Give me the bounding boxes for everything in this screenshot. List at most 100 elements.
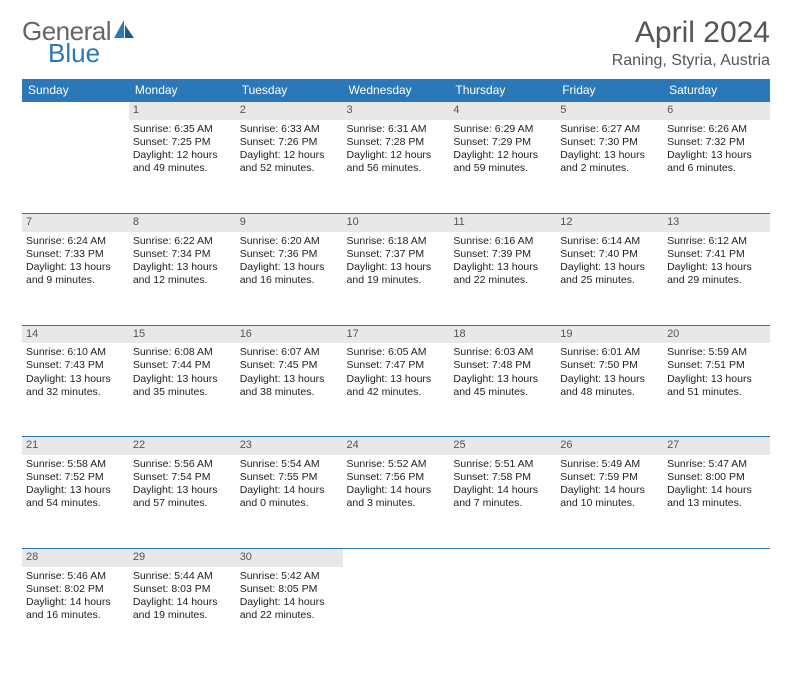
sunrise-text: Sunrise: 5:56 AM [133, 458, 232, 471]
day-number-cell: 24 [343, 437, 450, 455]
day-content-row: Sunrise: 6:35 AMSunset: 7:25 PMDaylight:… [22, 120, 770, 214]
day-cell: Sunrise: 5:49 AMSunset: 7:59 PMDaylight:… [556, 455, 663, 549]
daylight-text-1: Daylight: 14 hours [240, 484, 339, 497]
day-number-cell: 1 [129, 102, 236, 120]
daylight-text-1: Daylight: 13 hours [347, 373, 446, 386]
sunrise-text: Sunrise: 5:51 AM [453, 458, 552, 471]
day-number-cell: 17 [343, 325, 450, 343]
day-cell: Sunrise: 6:10 AMSunset: 7:43 PMDaylight:… [22, 343, 129, 437]
day-number-cell: 14 [22, 325, 129, 343]
daylight-text-2: and 35 minutes. [133, 386, 232, 399]
day-number-cell [343, 549, 450, 567]
daylight-text-1: Daylight: 13 hours [133, 373, 232, 386]
daylight-text-1: Daylight: 13 hours [560, 261, 659, 274]
sunset-text: Sunset: 7:28 PM [347, 136, 446, 149]
sunrise-text: Sunrise: 6:08 AM [133, 346, 232, 359]
daylight-text-1: Daylight: 13 hours [240, 373, 339, 386]
sunset-text: Sunset: 7:40 PM [560, 248, 659, 261]
daylight-text-2: and 9 minutes. [26, 274, 125, 287]
day-cell: Sunrise: 6:35 AMSunset: 7:25 PMDaylight:… [129, 120, 236, 214]
day-cell: Sunrise: 5:58 AMSunset: 7:52 PMDaylight:… [22, 455, 129, 549]
day-number-cell: 27 [663, 437, 770, 455]
daylight-text-2: and 2 minutes. [560, 162, 659, 175]
sunset-text: Sunset: 7:58 PM [453, 471, 552, 484]
daylight-text-2: and 49 minutes. [133, 162, 232, 175]
sunset-text: Sunset: 7:52 PM [26, 471, 125, 484]
day-header: Friday [556, 79, 663, 102]
sunrise-text: Sunrise: 5:54 AM [240, 458, 339, 471]
day-number-cell: 13 [663, 213, 770, 231]
day-cell: Sunrise: 5:59 AMSunset: 7:51 PMDaylight:… [663, 343, 770, 437]
day-number-cell: 15 [129, 325, 236, 343]
day-cell: Sunrise: 6:26 AMSunset: 7:32 PMDaylight:… [663, 120, 770, 214]
sunset-text: Sunset: 7:55 PM [240, 471, 339, 484]
day-number-cell: 16 [236, 325, 343, 343]
day-cell: Sunrise: 6:33 AMSunset: 7:26 PMDaylight:… [236, 120, 343, 214]
day-number-cell: 2 [236, 102, 343, 120]
day-cell: Sunrise: 5:54 AMSunset: 7:55 PMDaylight:… [236, 455, 343, 549]
daylight-text-2: and 42 minutes. [347, 386, 446, 399]
day-cell: Sunrise: 6:29 AMSunset: 7:29 PMDaylight:… [449, 120, 556, 214]
sunrise-text: Sunrise: 6:10 AM [26, 346, 125, 359]
day-cell [663, 567, 770, 660]
daylight-text-1: Daylight: 13 hours [453, 373, 552, 386]
sunset-text: Sunset: 8:00 PM [667, 471, 766, 484]
daylight-text-1: Daylight: 13 hours [667, 373, 766, 386]
sunrise-text: Sunrise: 6:03 AM [453, 346, 552, 359]
day-cell [22, 120, 129, 214]
day-cell [449, 567, 556, 660]
sunrise-text: Sunrise: 6:31 AM [347, 123, 446, 136]
daylight-text-1: Daylight: 14 hours [347, 484, 446, 497]
day-number-cell: 19 [556, 325, 663, 343]
day-header: Wednesday [343, 79, 450, 102]
title-block: April 2024 Raning, Styria, Austria [612, 16, 770, 70]
sunrise-text: Sunrise: 6:26 AM [667, 123, 766, 136]
sunrise-text: Sunrise: 6:18 AM [347, 235, 446, 248]
sunset-text: Sunset: 7:25 PM [133, 136, 232, 149]
daylight-text-2: and 57 minutes. [133, 497, 232, 510]
day-cell: Sunrise: 6:16 AMSunset: 7:39 PMDaylight:… [449, 232, 556, 326]
sunrise-text: Sunrise: 6:22 AM [133, 235, 232, 248]
daylight-text-1: Daylight: 13 hours [560, 373, 659, 386]
daylight-text-2: and 45 minutes. [453, 386, 552, 399]
sunrise-text: Sunrise: 6:27 AM [560, 123, 659, 136]
day-number-cell: 4 [449, 102, 556, 120]
sunset-text: Sunset: 7:26 PM [240, 136, 339, 149]
day-number-row: 123456 [22, 102, 770, 120]
day-cell: Sunrise: 6:31 AMSunset: 7:28 PMDaylight:… [343, 120, 450, 214]
day-cell: Sunrise: 6:12 AMSunset: 7:41 PMDaylight:… [663, 232, 770, 326]
day-cell: Sunrise: 6:22 AMSunset: 7:34 PMDaylight:… [129, 232, 236, 326]
daylight-text-1: Daylight: 14 hours [240, 596, 339, 609]
daylight-text-1: Daylight: 14 hours [133, 596, 232, 609]
daylight-text-2: and 56 minutes. [347, 162, 446, 175]
daylight-text-2: and 32 minutes. [26, 386, 125, 399]
daylight-text-2: and 16 minutes. [26, 609, 125, 622]
sunrise-text: Sunrise: 5:58 AM [26, 458, 125, 471]
daylight-text-2: and 59 minutes. [453, 162, 552, 175]
daylight-text-1: Daylight: 13 hours [26, 484, 125, 497]
day-cell [343, 567, 450, 660]
day-number-cell: 9 [236, 213, 343, 231]
day-header-row: Sunday Monday Tuesday Wednesday Thursday… [22, 79, 770, 102]
sunset-text: Sunset: 8:02 PM [26, 583, 125, 596]
day-content-row: Sunrise: 6:10 AMSunset: 7:43 PMDaylight:… [22, 343, 770, 437]
daylight-text-1: Daylight: 13 hours [453, 261, 552, 274]
daylight-text-2: and 0 minutes. [240, 497, 339, 510]
day-content-row: Sunrise: 5:58 AMSunset: 7:52 PMDaylight:… [22, 455, 770, 549]
day-cell: Sunrise: 6:14 AMSunset: 7:40 PMDaylight:… [556, 232, 663, 326]
day-number-cell: 26 [556, 437, 663, 455]
daylight-text-2: and 12 minutes. [133, 274, 232, 287]
daylight-text-2: and 22 minutes. [240, 609, 339, 622]
daylight-text-1: Daylight: 12 hours [453, 149, 552, 162]
sunset-text: Sunset: 7:44 PM [133, 359, 232, 372]
daylight-text-2: and 13 minutes. [667, 497, 766, 510]
sunset-text: Sunset: 7:47 PM [347, 359, 446, 372]
sunrise-text: Sunrise: 5:59 AM [667, 346, 766, 359]
location-text: Raning, Styria, Austria [612, 52, 770, 70]
sunrise-text: Sunrise: 6:33 AM [240, 123, 339, 136]
daylight-text-1: Daylight: 14 hours [26, 596, 125, 609]
daylight-text-2: and 38 minutes. [240, 386, 339, 399]
day-number-row: 21222324252627 [22, 437, 770, 455]
day-cell [556, 567, 663, 660]
day-cell: Sunrise: 5:42 AMSunset: 8:05 PMDaylight:… [236, 567, 343, 660]
